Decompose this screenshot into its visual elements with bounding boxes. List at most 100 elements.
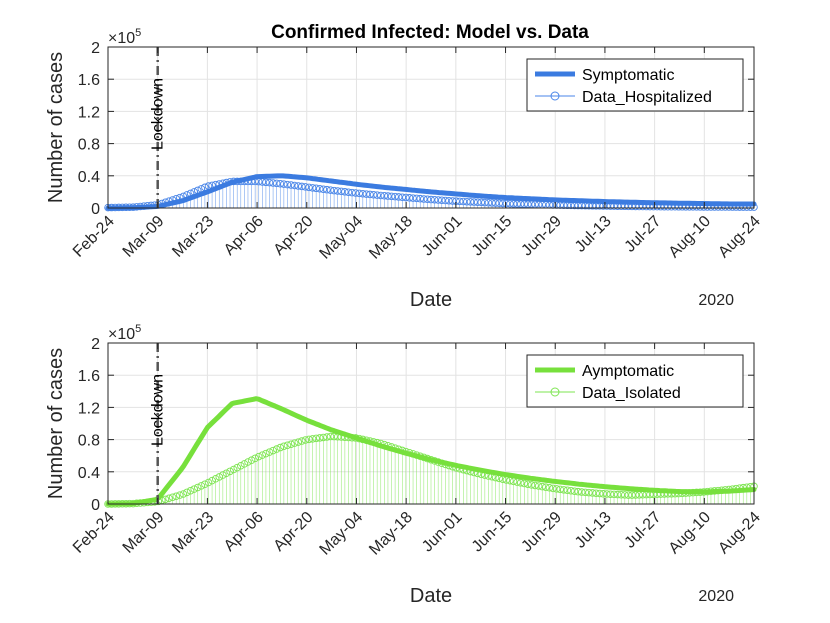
data-point (373, 191, 381, 199)
x-tick-label: Mar-23 (169, 509, 217, 557)
data-point (495, 199, 503, 208)
data-point (459, 197, 468, 206)
x-tick-label: Feb-24 (70, 213, 118, 261)
data-point (592, 489, 600, 497)
data-point (366, 190, 374, 199)
data-point (287, 181, 295, 189)
x-tick-label: Feb-24 (70, 509, 118, 557)
year-label: 2020 (698, 588, 734, 605)
data-point (438, 196, 446, 204)
data-point (549, 484, 557, 493)
data-point (599, 490, 608, 498)
data-point (301, 183, 310, 191)
data-point (560, 486, 568, 494)
model-line-Aymptomatic (105, 396, 757, 507)
y-axis-label: Number of cases (45, 52, 67, 203)
data-point (455, 197, 464, 206)
axes-box (107, 46, 755, 209)
data-point (341, 188, 349, 196)
data-point (308, 184, 317, 192)
figure-title: Confirmed Infected: Model vs. Data (271, 22, 589, 43)
y-tick-label: 0 (91, 497, 100, 514)
legend-label: Symptomatic (582, 67, 674, 84)
data-point (470, 198, 478, 206)
data-point (545, 484, 554, 492)
x-tick-label: Mar-23 (169, 213, 217, 261)
x-tick-label: Jul-27 (622, 213, 665, 256)
data-point (330, 186, 338, 195)
data-point (412, 194, 421, 203)
data-point (280, 180, 288, 188)
data-point (384, 192, 392, 200)
x-tick-label: Jul-13 (572, 509, 615, 552)
data-point (387, 192, 396, 201)
data-point (319, 185, 328, 193)
data-point (423, 195, 432, 204)
data-point (585, 488, 593, 497)
y-tick-label: 1.6 (78, 72, 100, 89)
model-line-Symptomatic (105, 173, 757, 211)
y-axis-label: Number of cases (45, 348, 67, 499)
data-point (441, 196, 450, 205)
x-tick-label: Jun-15 (469, 509, 516, 556)
data-point (420, 195, 428, 203)
data-point (276, 179, 285, 188)
x-axis-label: Date (410, 585, 452, 607)
data-point (563, 486, 572, 495)
legend-label: Aymptomatic (582, 363, 674, 380)
data-point (434, 196, 442, 204)
x-tick-label: Mar-09 (120, 509, 168, 557)
data-point (391, 192, 399, 201)
data-point (344, 188, 353, 196)
data-point (272, 179, 281, 188)
x-tick-label: Apr-20 (271, 213, 317, 259)
x-tick-label: Jul-13 (572, 213, 615, 256)
legend: Symptomatic Data_Hospitalized (526, 58, 744, 112)
data-point (427, 195, 435, 204)
x-tick-label: Apr-20 (271, 509, 317, 555)
x-tick-label: Jun-29 (518, 509, 565, 556)
data-point (491, 199, 500, 207)
data-point (520, 479, 529, 488)
data-point (445, 196, 453, 205)
x-tick-label: Jul-27 (622, 509, 665, 552)
y-tick-label: 0.4 (78, 465, 100, 482)
data-point (481, 198, 489, 207)
data-point (380, 192, 389, 200)
x-tick-label: Aug-10 (666, 509, 715, 558)
y-tick-label: 2 (91, 40, 100, 57)
lockdown-label: Lockdown (150, 374, 167, 446)
y-tick-label: 1.2 (78, 400, 100, 417)
data-point (265, 178, 274, 187)
x-tick-label: Apr-06 (221, 213, 267, 259)
data-point (333, 187, 342, 195)
legend-box (526, 58, 744, 112)
axes-box (107, 342, 755, 505)
data-point (513, 200, 521, 208)
data-point (337, 187, 346, 196)
data-point (617, 490, 625, 499)
x-tick-label: Mar-09 (120, 213, 168, 261)
y-tick-label: 0 (91, 201, 100, 218)
y-exponent: ×105 (108, 27, 141, 47)
x-tick-label: Jun-01 (419, 509, 466, 556)
data-point (506, 199, 514, 208)
x-tick-label: Aug-24 (715, 509, 764, 558)
data-point (269, 179, 277, 187)
data-point (283, 180, 292, 189)
data-point (509, 200, 518, 208)
year-label: 2020 (698, 292, 734, 309)
x-axis-label: Date (410, 289, 452, 311)
data-point (430, 196, 439, 204)
data-series-Data_Isolated (104, 432, 758, 508)
data-point (315, 185, 324, 193)
x-tick-label: Jun-01 (419, 213, 466, 260)
data-point (448, 197, 457, 205)
data-point (466, 198, 475, 206)
data-point (595, 489, 604, 498)
data-point (409, 194, 417, 202)
x-tick-label: May-18 (366, 213, 416, 263)
data-point (323, 185, 331, 194)
